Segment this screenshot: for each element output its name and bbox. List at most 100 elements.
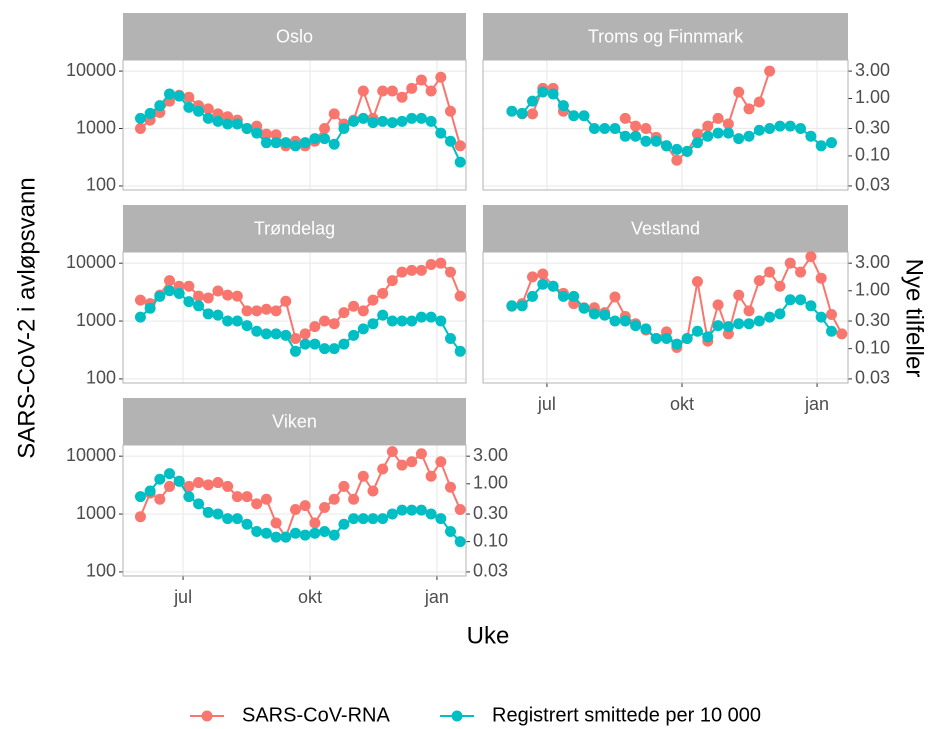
point xyxy=(231,290,243,302)
point xyxy=(526,95,538,107)
point xyxy=(357,470,369,482)
point xyxy=(377,513,389,525)
legend-marker xyxy=(201,710,213,722)
point xyxy=(193,300,205,312)
point xyxy=(526,290,538,302)
point xyxy=(578,110,590,122)
point xyxy=(183,101,195,113)
point xyxy=(193,290,205,302)
point xyxy=(270,305,282,317)
point xyxy=(415,448,427,460)
point xyxy=(357,112,369,124)
point xyxy=(630,130,642,142)
point xyxy=(795,266,807,278)
point xyxy=(609,291,621,303)
y2-tick-label: 3.00 xyxy=(855,60,890,80)
point xyxy=(212,309,224,321)
point xyxy=(299,500,311,512)
point xyxy=(377,309,389,321)
point xyxy=(367,485,379,497)
point xyxy=(526,108,538,120)
point xyxy=(154,290,166,302)
point xyxy=(506,105,518,117)
point xyxy=(764,123,776,135)
point xyxy=(671,338,683,350)
point xyxy=(289,503,301,515)
point xyxy=(183,491,195,503)
point xyxy=(435,513,447,525)
point xyxy=(444,105,456,117)
point xyxy=(588,308,600,320)
point xyxy=(202,308,214,320)
y-axis-title: SARS-CoV-2 i avløpsvann xyxy=(13,177,40,458)
point xyxy=(289,332,301,344)
point xyxy=(784,257,796,269)
point xyxy=(260,493,272,505)
point xyxy=(251,325,263,337)
point xyxy=(338,307,350,319)
point xyxy=(425,508,437,520)
point xyxy=(319,133,331,145)
point xyxy=(557,290,569,302)
y-tick-label: 1000 xyxy=(76,503,116,523)
strip xyxy=(483,13,848,60)
point xyxy=(173,475,185,487)
point xyxy=(367,318,379,330)
point xyxy=(164,88,176,100)
point xyxy=(280,531,292,543)
point xyxy=(826,137,838,149)
point xyxy=(348,329,360,341)
point xyxy=(764,266,776,278)
point xyxy=(144,485,156,497)
point xyxy=(753,124,765,136)
panel-title: Viken xyxy=(272,411,317,431)
point xyxy=(619,315,631,327)
point xyxy=(435,456,447,468)
point xyxy=(289,527,301,539)
point xyxy=(144,107,156,119)
point xyxy=(212,285,224,297)
point xyxy=(212,508,224,520)
y2-tick-label: 0.03 xyxy=(473,561,508,581)
point xyxy=(231,491,243,503)
point xyxy=(406,456,418,468)
y-tick-label: 10000 xyxy=(66,60,116,80)
point xyxy=(202,112,214,124)
point xyxy=(568,290,580,302)
point xyxy=(415,264,427,276)
point xyxy=(454,536,466,548)
point xyxy=(712,127,724,139)
x-tick-label: jan xyxy=(804,394,829,414)
point xyxy=(640,123,652,135)
point xyxy=(826,325,838,337)
point xyxy=(691,128,703,140)
point xyxy=(795,294,807,306)
y2-tick-label: 0.30 xyxy=(855,310,890,330)
point xyxy=(444,481,456,493)
x-tick-label: okt xyxy=(670,394,694,414)
point xyxy=(557,100,569,112)
point xyxy=(183,91,195,103)
point xyxy=(328,108,340,120)
point xyxy=(280,329,292,341)
y2-tick-label: 0.10 xyxy=(473,530,508,550)
point xyxy=(134,491,146,503)
point xyxy=(348,115,360,127)
y2-tick-label: 3.00 xyxy=(855,252,890,272)
point xyxy=(309,517,321,529)
y2-tick-label: 0.30 xyxy=(855,117,890,137)
point xyxy=(299,328,311,340)
point xyxy=(260,303,272,315)
point xyxy=(222,480,234,492)
point xyxy=(815,272,827,284)
point xyxy=(681,145,693,157)
point xyxy=(319,525,331,537)
point xyxy=(396,504,408,516)
panel xyxy=(123,60,466,190)
point xyxy=(328,318,340,330)
point xyxy=(289,140,301,152)
point xyxy=(377,463,389,475)
point xyxy=(826,308,838,320)
point xyxy=(134,511,146,523)
